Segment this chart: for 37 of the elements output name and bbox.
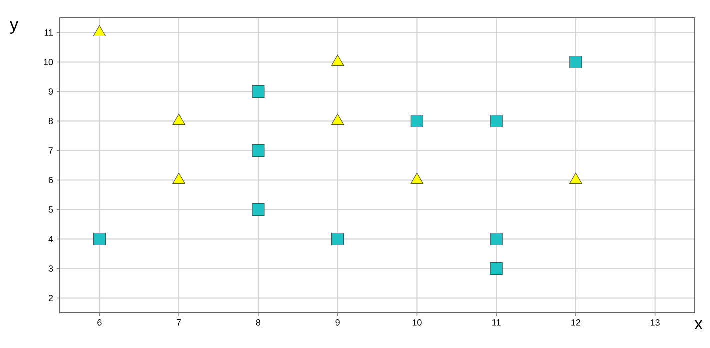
y-tick-label: 8 <box>48 118 54 124</box>
point <box>172 114 186 126</box>
point <box>570 56 582 69</box>
x-tick-label: 13 <box>651 320 660 326</box>
y-axis-title: y <box>10 22 18 34</box>
point <box>570 172 582 184</box>
point <box>252 203 265 216</box>
point <box>410 114 424 128</box>
point <box>93 232 106 246</box>
y-tick-label: 6 <box>48 177 54 184</box>
point <box>490 232 503 246</box>
point <box>172 172 186 184</box>
y-tick-label: 9 <box>48 88 54 95</box>
y-tick-label: 5 <box>48 206 54 213</box>
y-tick-label: 10 <box>44 59 54 66</box>
x-tick-label: 10 <box>412 320 422 326</box>
point <box>490 114 503 128</box>
x-tick-label: 7 <box>177 320 182 326</box>
x-tick-label: 12 <box>572 320 580 326</box>
point <box>252 144 265 158</box>
point <box>331 54 344 66</box>
x-tick-label: 11 <box>492 320 501 326</box>
x-tick-label: 6 <box>98 320 102 326</box>
x-tick-label: 9 <box>336 320 340 326</box>
y-tick-label: 2 <box>48 295 54 302</box>
point <box>93 25 106 37</box>
x-tick-label: 8 <box>256 320 261 326</box>
point <box>410 172 424 184</box>
point <box>331 114 344 126</box>
point <box>332 232 344 246</box>
x-axis-title: x <box>694 320 703 330</box>
point <box>252 85 265 98</box>
y-tick-label: 11 <box>44 30 54 36</box>
y-tick-label: 4 <box>48 236 54 242</box>
y-tick-label: 7 <box>48 148 54 154</box>
y-tick-label: 3 <box>48 266 54 272</box>
point <box>490 262 503 276</box>
